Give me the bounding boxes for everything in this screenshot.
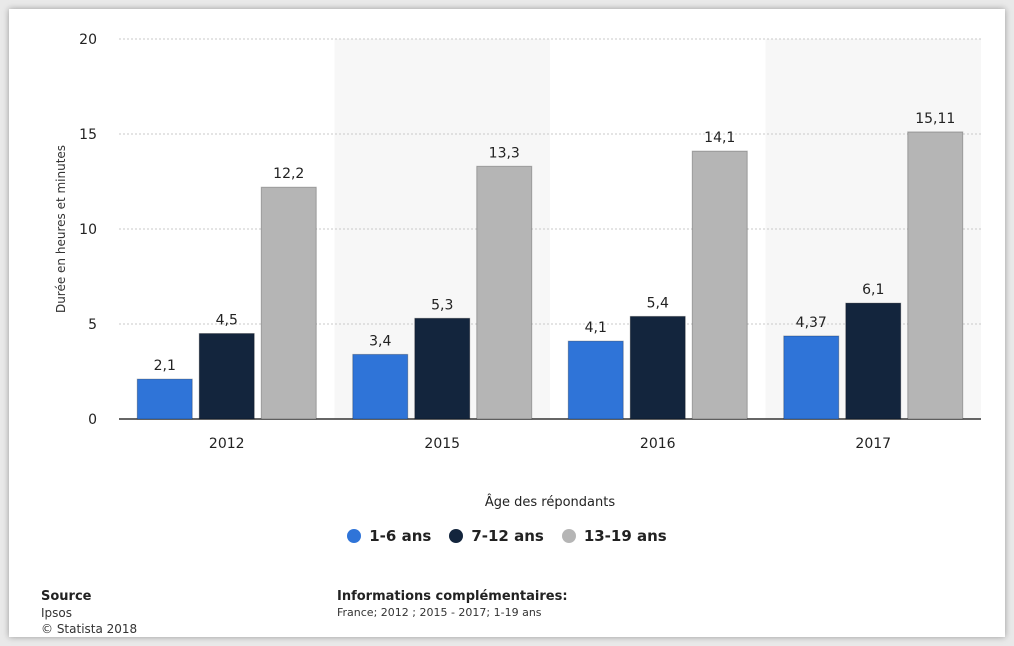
data-label: 12,2 — [273, 166, 304, 182]
data-label: 5,3 — [431, 297, 453, 313]
data-label: 15,11 — [915, 111, 955, 127]
source-heading: Source — [41, 589, 92, 604]
y-tick-label: 20 — [79, 32, 97, 48]
source-name: Ipsos — [41, 606, 73, 620]
copyright: © Statista 2018 — [41, 622, 138, 636]
legend-swatch-13-19 — [561, 529, 576, 543]
data-label: 4,37 — [796, 315, 827, 331]
y-tick-label: 15 — [79, 127, 97, 143]
bar — [691, 150, 748, 420]
x-tick-label: 2017 — [855, 436, 891, 452]
legend-item-7-12[interactable]: 7-12 ans — [449, 527, 544, 545]
y-tick-label: 5 — [88, 317, 97, 333]
info-block: Informations complémentaires: France; 20… — [337, 589, 568, 621]
legend-item-1-6[interactable]: 1-6 ans — [347, 527, 431, 545]
data-label: 4,1 — [585, 320, 607, 336]
data-label: 13,3 — [489, 145, 520, 161]
x-axis-title: Âge des répondants — [485, 494, 615, 509]
bar — [198, 333, 255, 420]
y-tick-label: 10 — [79, 222, 97, 238]
x-tick-label: 2015 — [424, 436, 460, 452]
info-heading: Informations complémentaires: — [337, 589, 568, 604]
source-block: Source Ipsos © Statista 2018 — [41, 589, 137, 637]
bar — [567, 340, 624, 420]
legend-swatch-7-12 — [449, 529, 464, 543]
bar — [476, 165, 533, 420]
data-label: 3,4 — [369, 333, 391, 349]
legend-label-1-6: 1-6 ans — [369, 527, 432, 545]
legend-label-7-12: 7-12 ans — [471, 527, 544, 545]
bar — [260, 186, 317, 420]
bar — [414, 317, 471, 420]
bar — [629, 315, 686, 420]
data-label: 14,1 — [704, 130, 735, 146]
x-tick-label: 2016 — [640, 436, 676, 452]
bar — [136, 378, 193, 420]
legend-item-13-19[interactable]: 13-19 ans — [561, 527, 667, 545]
x-tick-label: 2012 — [209, 436, 245, 452]
bar — [907, 131, 964, 420]
y-axis-title: Durée en heures et minutes — [54, 145, 68, 313]
info-text: France; 2012 ; 2015 - 2017; 1-19 ans — [337, 606, 542, 619]
y-tick-label: 0 — [88, 412, 97, 428]
data-label: 2,1 — [154, 358, 176, 374]
bar — [783, 335, 840, 420]
legend: 1-6 ans 7-12 ans 13-19 ans — [9, 527, 1005, 545]
data-label: 5,4 — [647, 295, 669, 311]
legend-label-13-19: 13-19 ans — [583, 527, 667, 545]
bar — [352, 353, 409, 420]
bar — [845, 302, 902, 420]
data-label: 6,1 — [862, 282, 884, 298]
data-label: 4,5 — [216, 313, 238, 329]
legend-swatch-1-6 — [347, 529, 362, 543]
bar-chart: 0 5 10 15 20 2,1 4,5 12,2 2012 3,4 5,3 13,3 2015 4,1 5… — [54, 32, 981, 509]
chart-panel: 0 5 10 15 20 2,1 4,5 12,2 2012 3,4 5,3 13,3 2015 4,1 5… — [9, 9, 1005, 637]
